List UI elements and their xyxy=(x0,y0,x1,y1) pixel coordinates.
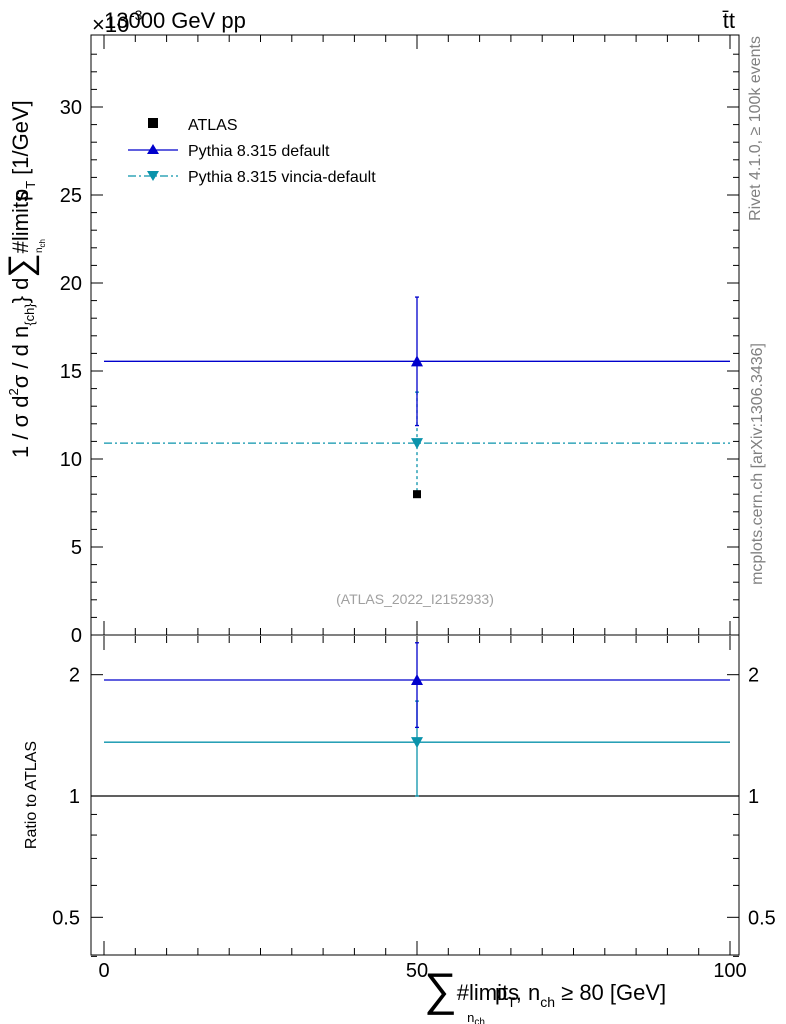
x-tick-label: 50 xyxy=(406,960,428,982)
ratio-y-tick-label-right: 2 xyxy=(748,665,759,687)
exponent-value: -3 xyxy=(130,7,143,23)
legend-label-default: Pythia 8.315 default xyxy=(188,143,330,160)
x-axis: 0 50 100 xyxy=(98,35,747,982)
plot-title: 13000 GeV pp xyxy=(104,8,246,33)
main-y-tick-label: 5 xyxy=(71,537,82,559)
ratio-y-tick-label: 0.5 xyxy=(52,907,80,929)
legend-marker-atlas xyxy=(148,118,158,128)
data-point-triangle-up xyxy=(411,355,423,367)
main-series-layer xyxy=(104,296,730,499)
main-y-tick-label: 20 xyxy=(60,273,82,295)
legend: ATLAS Pythia 8.315 default Pythia 8.315 … xyxy=(128,117,376,186)
main-y-axis: 5 10 15 20 25 30 0 xyxy=(60,53,739,647)
ratio-y-tick-label: 2 xyxy=(69,665,80,687)
exponent-marker: ×10 xyxy=(92,12,129,37)
legend-label-atlas: ATLAS xyxy=(188,117,238,134)
legend-marker-default xyxy=(147,144,159,154)
ratio-y-tick-label-right: 1 xyxy=(748,786,759,808)
ratio-frame xyxy=(90,634,740,956)
rivet-label: Rivet 4.1.0, ≥ 100k events xyxy=(747,36,764,221)
ratio-series-layer xyxy=(104,642,730,797)
mcplots-label: mcplots.cern.ch [arXiv:1306.3436] xyxy=(749,343,766,585)
x-tick-label: 0 xyxy=(98,960,109,982)
data-point-triangle-down xyxy=(411,737,423,749)
main-y-tick-label: 25 xyxy=(60,185,82,207)
main-y-axis-label: 1 / σ d2σ / d n{ch}} d∑#limitsnchpT[1/Ge… xyxy=(2,100,47,458)
data-point-triangle-up xyxy=(411,674,423,686)
ratio-y-tick-label-right: 0.5 xyxy=(748,907,776,929)
legend-label-vincia: Pythia 8.315 vincia-default xyxy=(188,169,376,186)
main-y-tick-label: 10 xyxy=(60,449,82,471)
x-axis-label: ∑#limits nchpT, nch ≥ 80 [GeV] xyxy=(424,963,666,1024)
ratio-y-axis-label: Ratio to ATLAS xyxy=(23,741,40,849)
process-label: t̄t xyxy=(723,8,735,33)
main-y-tick-label: 30 xyxy=(60,97,82,119)
main-y-tick-label: 0 xyxy=(71,625,82,647)
ratio-y-axis: 0.5 0.5 1 1 2 2 xyxy=(52,665,776,957)
data-point-triangle-down xyxy=(411,438,423,450)
analysis-watermark: (ATLAS_2022_I2152933) xyxy=(336,591,494,607)
legend-marker-vincia xyxy=(147,171,159,181)
x-tick-label: 100 xyxy=(713,960,746,982)
data-point-square xyxy=(413,490,421,499)
ratio-y-tick-label: 1 xyxy=(69,786,80,808)
main-y-tick-label: 15 xyxy=(60,361,82,383)
